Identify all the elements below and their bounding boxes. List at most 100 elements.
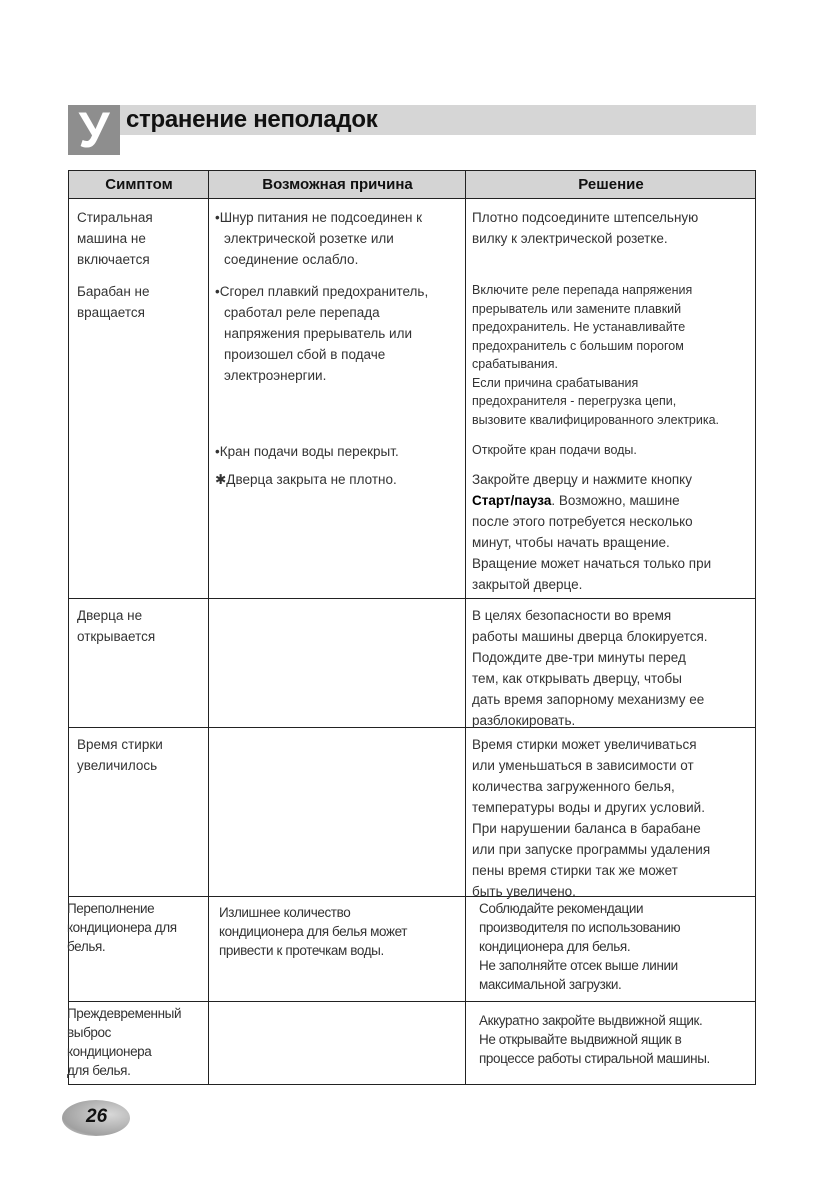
header-solution: Решение [578,176,644,193]
text-line: или при запуске программы удаления [472,842,711,857]
text-line: Излишнее количество [219,905,351,920]
symptom-cell-text: Стиральная машина не включается [77,207,153,270]
text-line: Барабан не [77,284,150,299]
text-line: •Шнур питания не подсоединен к [215,210,423,225]
solution-cell-text: Плотно подсоедините штепсельную вилку к э… [472,207,698,249]
cause-cell-text: Излишнее количество кондиционера для бель… [219,903,407,960]
text-line: Не заполняйте отсек выше линии [479,958,678,973]
text-line: напряжения прерыватель или [224,326,413,341]
symptom-cell-text: Время стирки увеличилось [77,734,163,776]
text-line: пены время стирки так же может [472,863,678,878]
text-line: предохранителя - перегрузка цепи, [472,394,677,408]
cause-cell-text: •Сгорел плавкий предохранитель, сработал … [215,281,428,386]
text-line: дать время запорному механизму ее [472,692,705,707]
text-line: увеличилось [77,758,158,773]
symptom-cell-text: Барабан не вращается [77,281,149,323]
text-line: Переполнение [67,901,155,916]
column-divider [465,171,467,1084]
text-line: или уменьшаться в зависимости от [472,758,694,773]
text-line: срабатывания. [472,357,558,371]
row-divider [69,896,755,898]
text-line: Откройте кран подачи воды. [472,443,637,457]
text-line: Время стирки может увеличиваться [472,737,697,752]
text-line: открывается [77,629,156,644]
text-line: белья. [67,939,106,954]
page-number-badge: 26 [62,1100,130,1136]
text-line: количества загруженного белья, [472,779,675,794]
solution-cell-text: Соблюдайте рекомендации производителя по … [479,899,681,994]
cause-cell-text: •Кран подачи воды перекрыт. [215,441,399,462]
page-number: 26 [86,1106,108,1127]
text-line: вилку к электрической розетке. [472,231,668,246]
text-line: ✱Дверца закрыта не плотно. [215,472,397,487]
text-line: электрической розетке или [224,231,394,246]
text-line: Дверца не [77,608,143,623]
text-line: кондиционера для белья может [219,924,408,939]
page-title: странение неполадок [126,106,378,133]
text-line: производителя по использованию [479,920,681,935]
text-line: Преждевременный [67,1006,182,1021]
title-initial-box: У [68,105,120,155]
text-line: вращается [77,305,145,320]
row-divider [69,598,755,600]
text-line: минут, чтобы начать вращение. [472,535,670,550]
solution-cell-text: Аккуратно закройте выдвижной ящик. Не отк… [479,1011,710,1068]
text-line: кондиционера [67,1044,152,1059]
solution-cell-text: Закройте дверцу и нажмите кнопку Старт/па… [472,469,711,595]
solution-cell-text: В целях безопасности во время работы маши… [472,605,708,731]
text-line: прерыватель или замените плавкий [472,301,682,316]
text-line: процессе работы стиральной машины. [479,1051,710,1066]
troubleshooting-table: Симптом Возможная причина Решение Стирал… [67,170,756,1085]
text-line: включается [77,252,150,267]
text-line: работы машины дверца блокируется. [472,629,708,644]
text-line: произошел сбой в подаче [224,347,386,362]
text-line: электроэнергии. [224,368,327,383]
text-line: машина не [77,231,146,246]
text-line: тем, как открывать дверцу, чтобы [472,671,682,686]
text-line: Старт/пауза. Возможно, машине [472,493,680,508]
column-divider [208,171,210,1084]
text-line: Плотно подсоедините штепсельную [472,210,699,225]
text-line: выброс [67,1025,111,1040]
solution-cell-text: Включите реле перепада напряжения прерыва… [472,281,719,429]
text-line: после этого потребуется несколько [472,514,693,529]
solution-cell-text: Откройте кран подачи воды. [472,441,637,460]
text-line: кондиционера для белья. [479,939,631,954]
table-header: Симптом Возможная причина Решение [69,171,755,199]
text-line: Соблюдайте рекомендации [479,901,644,916]
text-line: Не открывайте выдвижной ящик в [479,1032,682,1047]
text-line: Аккуратно закройте выдвижной ящик. [479,1013,703,1028]
text-line: Вращение может начаться только при [472,556,712,571]
text-line: сработал реле перепада [224,305,380,320]
title-bar: странение неполадок [120,105,756,135]
text-line: При нарушении баланса в барабане [472,821,701,836]
text-line: разблокировать. [472,713,576,728]
text-line: для белья. [67,1063,131,1078]
symptom-cell-text: Преждевременный выброс кондиционера для бел… [67,1004,182,1080]
text-line: кондиционера для [67,920,177,935]
text-line: В целях безопасности во время [472,608,672,623]
text-line: вызовите квалифицированного электрика. [472,412,720,427]
text-line: Время стирки [77,737,163,752]
text-line: быть увеличено. [472,884,576,899]
cause-cell-text: •Шнур питания не подсоединен к электричес… [215,207,422,270]
text-line: •Кран подачи воды перекрыт. [215,444,399,459]
symptom-cell-text: Переполнение кондиционера для белья. [67,899,177,956]
header-cause: Возможная причина [262,176,413,193]
text-line: •Сгорел плавкий предохранитель, [215,284,429,299]
text-line: предохранитель с большим порогом [472,338,684,353]
cause-cell-text: ✱Дверца закрыта не плотно. [215,469,397,490]
text-line: предохранитель. Не устанавливайте [472,320,686,334]
text-line: Включите реле перепада напряжения [472,283,693,297]
text-line: Закройте дверцу и нажмите кнопку [472,472,692,487]
button-name-highlight: Старт/пауза [472,493,552,508]
text-line: Подождите две-три минуты перед [472,650,686,665]
text-line: привести к протечкам воды. [219,943,384,958]
header-symptom: Симптом [105,176,173,193]
text-line: температуры воды и других условий. [472,800,705,815]
row-divider [69,1001,755,1003]
text-line: соединение ослабло. [224,252,359,267]
text-line: Если причина срабатывания [472,375,639,390]
symptom-cell-text: Дверца не открывается [77,605,155,647]
